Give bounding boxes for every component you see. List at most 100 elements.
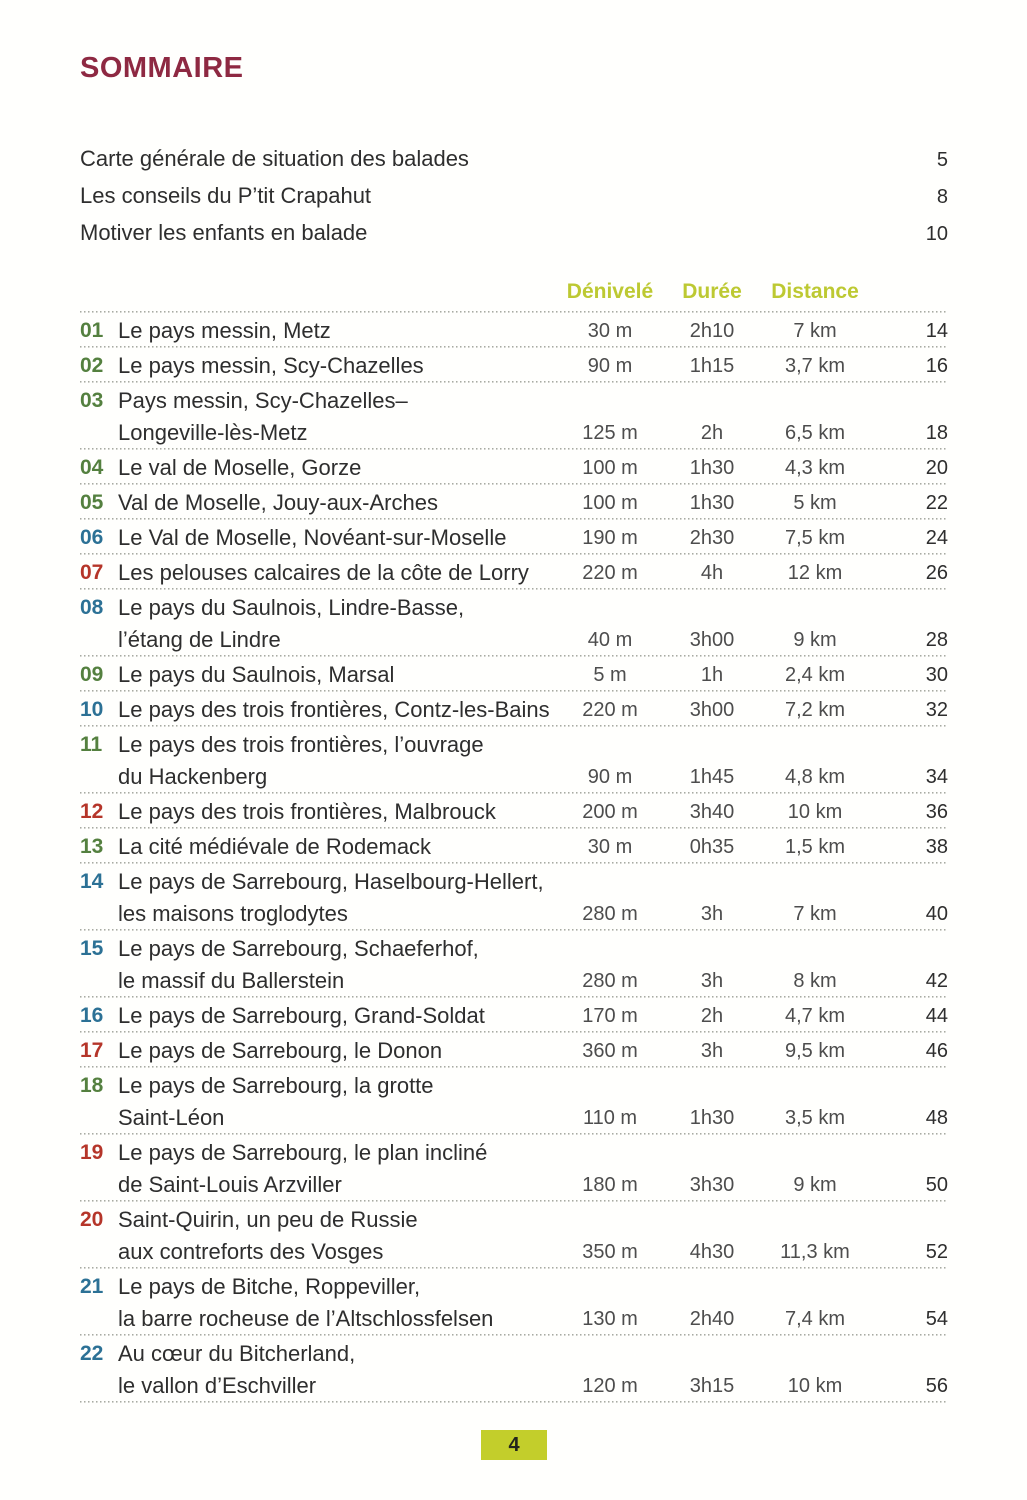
walk-distance: 7 km xyxy=(793,903,837,925)
walk-duree: 2h10 xyxy=(689,320,735,342)
walk-duree: 0h35 xyxy=(689,836,735,858)
walk-distance: 12 km xyxy=(787,562,843,584)
walk-title-line: Le pays de Sarrebourg, Schaeferhof, xyxy=(118,936,479,961)
intro-item-page-number: 5 xyxy=(936,149,948,171)
walk-duree: 1h15 xyxy=(689,355,735,377)
walk-number: 08 xyxy=(80,596,104,619)
walk-title-line: Le pays messin, Scy-Chazelles xyxy=(118,353,424,378)
walk-title-line: Saint-Léon xyxy=(118,1105,225,1130)
intro-item-label: Motiver les enfants en balade xyxy=(80,220,368,245)
walk-page-number: 28 xyxy=(925,629,948,651)
walk-duree: 1h30 xyxy=(689,457,735,479)
table-row: 20 Saint-Quirin, un peu de Russie aux cont… xyxy=(80,1202,948,1269)
walk-duree: 3h xyxy=(700,903,724,925)
table-row: 01 Le pays messin, Metz 30 m 2h10 7 km 14 xyxy=(80,313,948,348)
walk-page-number: 54 xyxy=(925,1308,948,1330)
walk-distance: 4,7 km xyxy=(784,1005,846,1027)
walk-denivele: 100 m xyxy=(582,492,638,514)
walk-duree: 3h xyxy=(700,970,724,992)
walk-number: 01 xyxy=(80,319,104,342)
walk-page-number: 26 xyxy=(925,562,948,584)
walk-title: Le pays du Saulnois, Marsal xyxy=(118,659,558,691)
sommaire-page: SOMMAIRE Carte générale de situation des… xyxy=(0,52,1027,1460)
table-row: 06 Le Val de Moselle, Novéant-sur-Moselle… xyxy=(80,520,948,555)
walk-number: 20 xyxy=(80,1208,104,1231)
walk-duree: 3h30 xyxy=(689,1174,735,1196)
walk-number: 14 xyxy=(80,870,104,893)
walk-distance: 7,5 km xyxy=(784,527,846,549)
walk-number: 03 xyxy=(80,389,104,412)
walk-title-line: Le pays messin, Metz xyxy=(118,318,331,343)
walk-denivele: 220 m xyxy=(582,562,638,584)
walk-duree: 2h xyxy=(700,422,724,444)
walk-page-number: 16 xyxy=(925,355,948,377)
walk-distance: 1,5 km xyxy=(784,836,846,858)
walk-distance: 4,8 km xyxy=(784,766,846,788)
walk-title-line: Pays messin, Scy-Chazelles– xyxy=(118,388,408,413)
column-header-duree: Durée xyxy=(682,280,742,303)
walk-duree: 1h30 xyxy=(689,492,735,514)
walk-denivele: 220 m xyxy=(582,699,638,721)
walk-title: Le pays du Saulnois, Lindre-Basse, l’étan… xyxy=(118,592,558,656)
walk-title-line: Le pays de Sarrebourg, la grotte xyxy=(118,1073,434,1098)
walk-distance: 10 km xyxy=(787,801,843,823)
walk-title: Le pays de Sarrebourg, Grand-Soldat xyxy=(118,1000,558,1032)
intro-item-label: Carte générale de situation des balades xyxy=(80,146,469,171)
walk-denivele: 350 m xyxy=(582,1241,638,1263)
table-row: 14 Le pays de Sarrebourg, Haselbourg-Hell… xyxy=(80,864,948,931)
table-row: 13 La cité médiévale de Rodemack 30 m 0h35 1… xyxy=(80,829,948,864)
walk-duree: 1h30 xyxy=(689,1107,735,1129)
walk-denivele: 190 m xyxy=(582,527,638,549)
walk-number: 21 xyxy=(80,1275,104,1298)
walk-denivele: 280 m xyxy=(582,903,638,925)
walk-page-number: 44 xyxy=(925,1005,948,1027)
walk-number: 05 xyxy=(80,491,104,514)
table-row: 08 Le pays du Saulnois, Lindre-Basse, l’ét… xyxy=(80,590,948,657)
walk-distance: 7 km xyxy=(793,320,837,342)
table-row: 11 Le pays des trois frontières, l’ouvrag… xyxy=(80,727,948,794)
walk-page-number: 56 xyxy=(925,1375,948,1397)
intro-list: Carte générale de situation des balades 5… xyxy=(80,141,948,252)
walk-denivele: 30 m xyxy=(587,836,633,858)
intro-item-page-number: 10 xyxy=(925,223,948,245)
walk-title-line: Le pays de Sarrebourg, Haselbourg-Heller… xyxy=(118,869,544,894)
walk-denivele: 130 m xyxy=(582,1308,638,1330)
walk-denivele: 100 m xyxy=(582,457,638,479)
walk-distance: 3,5 km xyxy=(784,1107,846,1129)
walk-title: Le pays messin, Metz xyxy=(118,315,558,347)
walk-title-line: Le pays de Bitche, Roppeviller, xyxy=(118,1274,421,1299)
walk-distance: 9,5 km xyxy=(784,1040,846,1062)
walk-page-number: 46 xyxy=(925,1040,948,1062)
walk-denivele: 125 m xyxy=(582,422,638,444)
table-row: 21 Le pays de Bitche, Roppeviller, la barr… xyxy=(80,1269,948,1336)
walk-distance: 4,3 km xyxy=(784,457,846,479)
walk-page-number: 30 xyxy=(925,664,948,686)
walk-number: 07 xyxy=(80,561,104,584)
walk-title-line: La cité médiévale de Rodemack xyxy=(118,834,432,859)
page-number-badge: 4 xyxy=(481,1430,547,1460)
walk-denivele: 110 m xyxy=(582,1107,638,1129)
walk-distance: 9 km xyxy=(793,1174,837,1196)
walk-page-number: 34 xyxy=(925,766,948,788)
walk-number: 02 xyxy=(80,354,104,377)
walk-denivele: 170 m xyxy=(582,1005,638,1027)
walk-page-number: 48 xyxy=(925,1107,948,1129)
walk-title-line: le massif du Ballerstein xyxy=(118,968,345,993)
walk-title-line: Saint-Quirin, un peu de Russie xyxy=(118,1207,418,1232)
walk-page-number: 20 xyxy=(925,457,948,479)
table-row: 17 Le pays de Sarrebourg, le Donon 360 m 3h… xyxy=(80,1033,948,1068)
walk-title-line: Au cœur du Bitcherland, xyxy=(118,1341,356,1366)
page-title: SOMMAIRE xyxy=(80,52,244,84)
walk-duree: 3h15 xyxy=(689,1375,735,1397)
table-row: 09 Le pays du Saulnois, Marsal 5 m 1h 2,4 km… xyxy=(80,657,948,692)
walk-denivele: 120 m xyxy=(582,1375,638,1397)
walk-title: Les pelouses calcaires de la côte de Lor… xyxy=(118,557,558,589)
table-row: 16 Le pays de Sarrebourg, Grand-Soldat 170… xyxy=(80,998,948,1033)
walk-duree: 2h30 xyxy=(689,527,735,549)
walk-number: 10 xyxy=(80,698,104,721)
walk-page-number: 22 xyxy=(925,492,948,514)
walk-title-line: Longeville-lès-Metz xyxy=(118,420,308,445)
intro-item: Carte générale de situation des balades 5 xyxy=(80,141,948,178)
table-row: 18 Le pays de Sarrebourg, la grotte Saint-… xyxy=(80,1068,948,1135)
table-row: 04 Le val de Moselle, Gorze 100 m 1h30 4,3 k… xyxy=(80,450,948,485)
